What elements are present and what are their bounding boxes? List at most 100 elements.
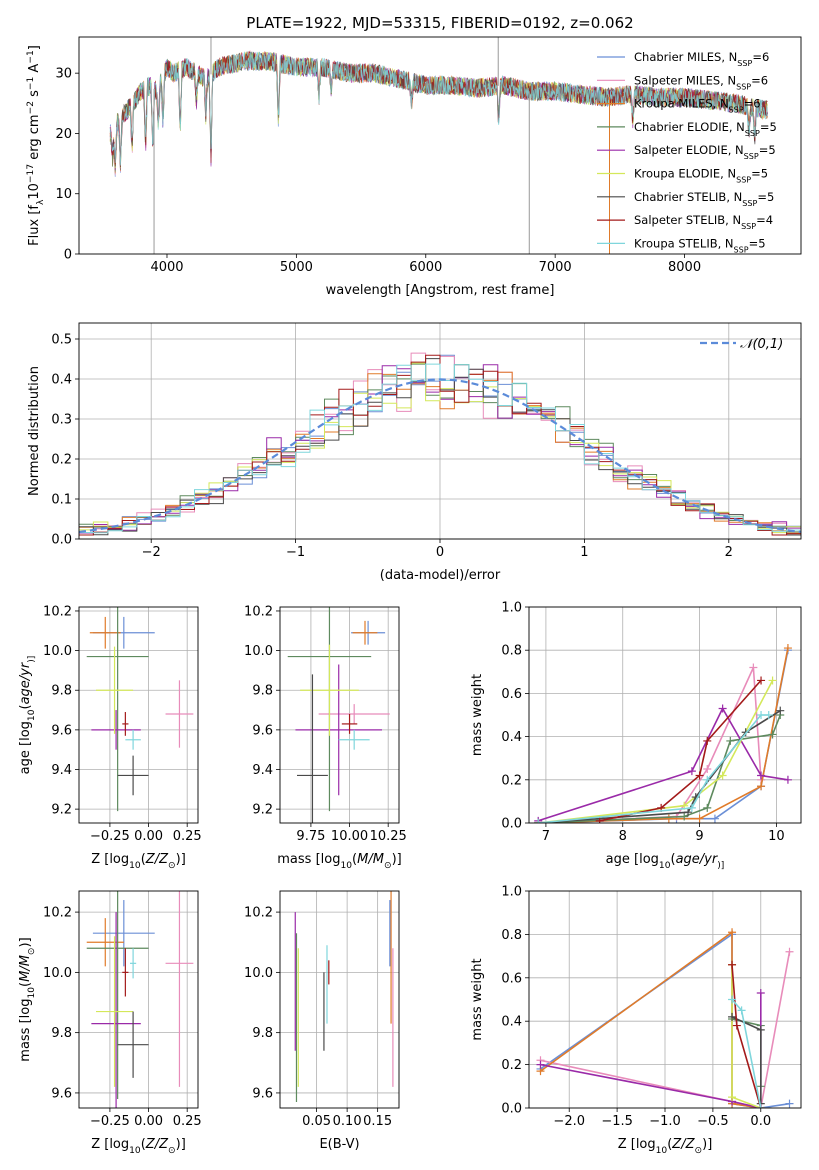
- x-tick-label: 5000: [280, 260, 313, 275]
- spectrum-legend: Chabrier MILES, NSSP=6 Salpeter MILES, NS…: [597, 50, 777, 254]
- x-tick-label: −1.5: [601, 1114, 633, 1129]
- y-tick-label: 20: [55, 127, 72, 142]
- axes-frame: [78, 606, 199, 824]
- mass-weight-marker: [756, 988, 765, 997]
- y-tick-label: 9.4: [252, 763, 273, 778]
- y-tick-label: 10.0: [43, 644, 72, 659]
- y-tick-label: 0.8: [501, 644, 522, 659]
- x-tick-label: 10.00: [331, 829, 368, 844]
- y-tick-label: 0.0: [501, 817, 522, 832]
- mass-weight-marker: [728, 928, 737, 937]
- mass-weight-marker: [695, 814, 704, 823]
- spectrum-ylabel: Flux [fλ10−17 erg cm−2 s−1 A−1]: [26, 45, 46, 246]
- z-mass-axes: −0.25 0.00 0.25 9.6 9.8 10.0 10.2: [43, 890, 202, 1129]
- x-tick-label: −0.25: [90, 1114, 130, 1129]
- x-tick-label: −2: [142, 545, 161, 560]
- mass-weight-marker: [785, 947, 794, 956]
- mass-weight-series: [538, 710, 781, 823]
- y-tick-label: 9.8: [252, 1026, 273, 1041]
- mass-weight-marker: [757, 711, 766, 719]
- x-tick-label: 0.10: [333, 1114, 362, 1129]
- z-mass-weight-axes: −2.0 −1.5 −1.0 −0.5 0.0 0.0 0.2 0.4 0.6 0.8 1.0: [501, 885, 802, 1129]
- y-tick-label: 9.2: [252, 803, 273, 818]
- x-tick-label: 0: [436, 545, 444, 560]
- z-mass-xlabel: Z [log10(Z/Z⊙)]: [91, 1137, 186, 1156]
- legend-label: 𝒩(0,1): [740, 337, 783, 352]
- mass-weight-marker: [680, 812, 689, 821]
- mass-age-axes: 9.75 10.00 10.25 9.2 9.4 9.6 9.8 10.0 10.2: [244, 604, 407, 844]
- mass-weight-marker: [687, 803, 696, 812]
- axes-frame: [78, 890, 199, 1109]
- legend-label: Salpeter MILES, NSSP=6: [634, 73, 768, 91]
- x-tick-label: 8000: [668, 260, 701, 275]
- y-tick-label: 9.8: [51, 1026, 72, 1041]
- y-tick-label: 0.0: [51, 533, 72, 548]
- x-tick-label: 0.25: [173, 1114, 202, 1129]
- y-tick-label: 0.1: [51, 493, 72, 508]
- y-tick-label: 9.6: [51, 723, 72, 738]
- mass-weight-series: [538, 667, 762, 823]
- mass-age-plot-area: [287, 607, 390, 823]
- x-tick-label: 0.0: [750, 1114, 771, 1129]
- mass-weight-series: [538, 714, 782, 823]
- mass-weight-marker: [756, 1104, 765, 1108]
- x-tick-label: 2: [725, 545, 733, 560]
- mass-weight-marker: [732, 1021, 741, 1030]
- axes-frame: [528, 890, 802, 1109]
- y-tick-label: 10.2: [43, 604, 72, 619]
- legend-label: Kroupa ELODIE, NSSP=5: [634, 167, 768, 185]
- mass-weight-marker: [757, 782, 766, 791]
- x-tick-label: 9: [695, 829, 703, 844]
- mass-weight-marker: [757, 676, 766, 685]
- y-tick-label: 0.0: [501, 1102, 522, 1117]
- mass-weight-marker: [695, 771, 704, 780]
- y-tick-label: 0.5: [51, 333, 72, 348]
- mass-weight-marker: [726, 736, 735, 745]
- mass-weight-series: [537, 706, 789, 822]
- y-tick-label: 30: [55, 67, 72, 82]
- spectrum-line: [109, 51, 768, 166]
- x-tick-label: −0.5: [697, 1114, 729, 1129]
- x-tick-label: 0.00: [134, 829, 163, 844]
- y-tick-label: 9.8: [252, 684, 273, 699]
- mass-weight-marker: [536, 1060, 545, 1069]
- axes-frame: [279, 890, 400, 1109]
- y-tick-label: 0.2: [501, 773, 522, 788]
- mass-weight-series: [538, 680, 774, 823]
- y-tick-label: 10.0: [244, 966, 273, 981]
- mass-weight-marker: [749, 663, 758, 672]
- y-tick-label: 0: [64, 248, 72, 263]
- x-tick-label: 6000: [409, 260, 442, 275]
- y-tick-label: 0.4: [501, 730, 522, 745]
- mass-weight-marker: [757, 771, 766, 780]
- mass-weight-marker: [534, 819, 543, 823]
- z-age-ylabel: age [log10(age/yr)]: [18, 656, 37, 775]
- mass-weight-marker: [595, 816, 604, 823]
- histogram-ylabel: Normed distribution: [27, 366, 42, 496]
- mass-weight-series: [540, 930, 761, 1108]
- y-tick-label: 1.0: [501, 885, 522, 900]
- z-mass-ylabel: mass [log10(M/M⊙)]: [18, 937, 37, 1061]
- z-age-axes: −0.25 0.00 0.25 9.2 9.4 9.6 9.8 10.0 10.2: [43, 604, 202, 844]
- legend-label: Chabrier STELIB, NSSP=5: [634, 190, 774, 208]
- mass-weight-marker: [728, 960, 737, 969]
- x-tick-label: 7000: [539, 260, 572, 275]
- axes-frame: [528, 606, 802, 824]
- y-tick-label: 9.8: [51, 684, 72, 699]
- z-mass-plot-area: [86, 891, 194, 1108]
- x-tick-label: −2.0: [553, 1114, 585, 1129]
- y-tick-label: 10: [55, 187, 72, 202]
- x-tick-label: 1: [580, 545, 588, 560]
- mass-weight-marker: [768, 676, 777, 685]
- spectrum-plot-area: [109, 37, 768, 254]
- y-tick-label: 0.4: [501, 1015, 522, 1030]
- x-tick-label: 0.00: [134, 1114, 163, 1129]
- age-mass-weight-ylabel: mass weight: [470, 674, 485, 756]
- legend-label: Chabrier ELODIE, NSSP=5: [634, 120, 777, 138]
- y-tick-label: 0.4: [51, 373, 72, 388]
- histogram-series: [79, 363, 801, 534]
- z-age-plot-area: [86, 607, 194, 812]
- y-tick-label: 10.2: [244, 604, 273, 619]
- x-tick-label: 0.15: [363, 1114, 392, 1129]
- y-tick-label: 0.3: [51, 413, 72, 428]
